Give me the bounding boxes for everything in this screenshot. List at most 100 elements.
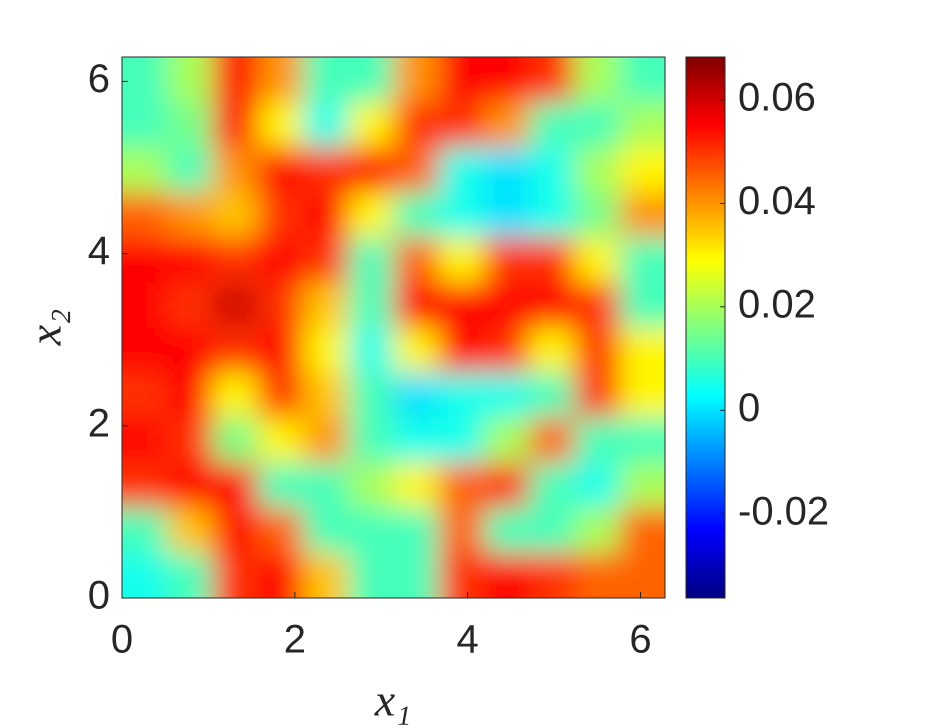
heatmap-cell	[484, 327, 531, 374]
heatmap-cell	[257, 462, 304, 509]
heatmap-cell	[167, 102, 214, 149]
colorbar-tick-label: 0.04	[738, 179, 816, 223]
heatmap-cell	[574, 462, 621, 509]
heatmap-cell	[257, 102, 304, 149]
heatmap-cell	[122, 102, 169, 149]
heatmap-cell	[212, 57, 259, 104]
heatmap-cell	[484, 417, 531, 464]
heatmap-cell	[212, 417, 259, 464]
heatmap-cell	[393, 102, 440, 149]
heatmap-cell	[348, 417, 395, 464]
heatmap-cell	[484, 282, 531, 329]
heatmap-cell	[438, 192, 485, 239]
heatmap-cell	[529, 192, 576, 239]
heatmap-cell	[167, 57, 214, 104]
x-tick-label: 4	[457, 618, 479, 662]
heatmap-cell	[619, 507, 665, 554]
heatmap-cell	[303, 57, 350, 104]
heatmap-cell	[393, 327, 440, 374]
heatmap-cell	[529, 282, 576, 329]
heatmap-cell	[574, 552, 621, 598]
x-axis-label: x₁	[374, 675, 411, 726]
heatmap-cell	[167, 552, 214, 598]
heatmap-cell	[348, 147, 395, 194]
heatmap-cell	[348, 552, 395, 598]
heatmap-cell	[303, 552, 350, 598]
heatmap-cell	[484, 102, 531, 149]
colorbar	[685, 56, 726, 599]
heatmap-cell	[619, 57, 665, 104]
heatmap-cell	[619, 462, 665, 509]
heatmap-cell	[438, 237, 485, 284]
heatmap-cell	[619, 192, 665, 239]
heatmap-cell	[167, 462, 214, 509]
heatmap-cell	[212, 282, 259, 329]
colorbar-tick-label: 0	[738, 386, 760, 430]
heatmap-cell	[167, 417, 214, 464]
heatmap-cell	[122, 507, 169, 554]
heatmap-cell	[167, 192, 214, 239]
x-tick-label: 6	[629, 618, 651, 662]
heatmap-cell	[348, 192, 395, 239]
heatmap-cell	[257, 507, 304, 554]
colorbar-tick-label: 0.02	[738, 282, 816, 326]
heatmap-cell	[212, 192, 259, 239]
heatmap-cell	[529, 552, 576, 598]
heatmap-cell	[484, 462, 531, 509]
y-tick-label: 2	[88, 401, 110, 445]
heatmap-cell	[303, 192, 350, 239]
heatmap-cell	[122, 237, 169, 284]
heatmap-cell	[393, 57, 440, 104]
heatmap-cell	[574, 102, 621, 149]
heatmap-cell	[619, 552, 665, 598]
heatmap-cell	[574, 147, 621, 194]
heatmap-cell	[257, 192, 304, 239]
heatmap-cell	[303, 417, 350, 464]
heatmap-cell	[257, 57, 304, 104]
heatmap-cell	[574, 192, 621, 239]
heatmap-cell	[122, 192, 169, 239]
heatmap-cell	[484, 192, 531, 239]
heatmap-cell	[257, 372, 304, 419]
heatmap-cell	[212, 507, 259, 554]
heatmap-cell	[529, 417, 576, 464]
heatmap-cell	[303, 327, 350, 374]
heatmap-cell	[438, 462, 485, 509]
heatmap-cell	[257, 327, 304, 374]
heatmap-cell	[257, 237, 304, 284]
heatmap-cell	[303, 237, 350, 284]
heatmap-cell	[257, 417, 304, 464]
heatmap-cell	[348, 507, 395, 554]
heatmap-cell	[393, 417, 440, 464]
heatmap-cell	[212, 372, 259, 419]
heatmap-cell	[529, 57, 576, 104]
heatmap-cell	[438, 282, 485, 329]
heatmap-cell	[393, 192, 440, 239]
heatmap-cell	[348, 282, 395, 329]
heatmap-cell	[212, 147, 259, 194]
heatmap-cell	[438, 57, 485, 104]
heatmap-cell	[303, 147, 350, 194]
y-axis-label: x₂	[20, 309, 71, 346]
heatmap-cell	[303, 462, 350, 509]
heatmap-cell	[348, 102, 395, 149]
heatmap-cell	[303, 507, 350, 554]
heatmap-cell	[122, 417, 169, 464]
heatmap-cell	[484, 147, 531, 194]
plot-frame	[121, 56, 666, 599]
heatmap-cell	[393, 237, 440, 284]
heatmap-cell	[257, 147, 304, 194]
heatmap-cell	[619, 282, 665, 329]
colorbar-tick-label: 0.06	[738, 75, 816, 119]
heatmap-cell	[303, 102, 350, 149]
heatmap-cell	[122, 552, 169, 598]
heatmap-cell	[167, 327, 214, 374]
heatmap-cell	[529, 327, 576, 374]
heatmap-cell	[438, 507, 485, 554]
heatmap-cell	[393, 462, 440, 509]
heatmap-cell	[574, 282, 621, 329]
heatmap-cell	[167, 372, 214, 419]
heatmap-cell	[393, 552, 440, 598]
heatmap-cell	[122, 372, 169, 419]
heatmap-cell	[574, 507, 621, 554]
